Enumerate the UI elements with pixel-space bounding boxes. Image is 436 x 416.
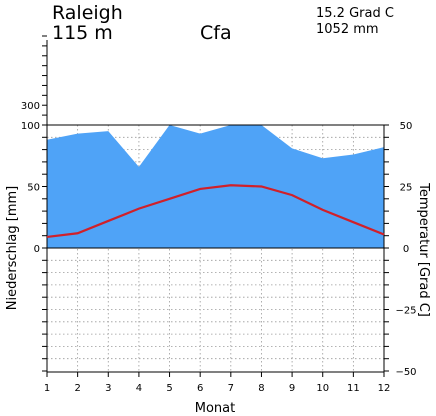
x-axis-title: Monat [195, 401, 235, 416]
month-tick-label: 3 [105, 383, 111, 394]
precipitation-axis-title: Niederschlag [mm] [5, 186, 20, 311]
month-tick-label: 6 [197, 383, 203, 394]
annual-mean-temperature: 15.2 Grad C [316, 6, 394, 21]
temperature-line [46, 184, 385, 239]
climate-classification: Cfa [200, 22, 232, 44]
month-tick-label: 7 [228, 383, 234, 394]
station-name: Raleigh [52, 2, 123, 24]
month-tick-label: 8 [258, 383, 264, 394]
month-tick-label: 1 [44, 383, 50, 394]
temperature-axis-title: Temperatur [Grad C] [416, 182, 431, 317]
annual-precipitation: 1052 mm [316, 22, 379, 37]
month-tick-label: 4 [136, 383, 142, 394]
precip-tick-label: 100 [21, 121, 40, 132]
temp-tick-label: 50 [400, 121, 413, 132]
temp-tick-label: 25 [400, 183, 413, 194]
temp-tick-label: 0 [403, 244, 409, 255]
month-tick-label: 5 [166, 383, 172, 394]
axis-ticks [42, 35, 389, 377]
precip-tick-label: 50 [27, 183, 40, 194]
temp-tick-label: −50 [395, 367, 416, 378]
station-elevation: 115 m [52, 22, 113, 44]
month-tick-label: 10 [316, 383, 329, 394]
month-tick-label: 11 [347, 383, 360, 394]
month-tick-label: 2 [74, 383, 80, 394]
month-tick-label: 9 [289, 383, 295, 394]
temp-tick-label: −25 [395, 306, 416, 317]
precip-tick-label: 0 [34, 244, 40, 255]
month-tick-label: 12 [378, 383, 391, 394]
precip-tick-label: 300 [21, 101, 40, 112]
